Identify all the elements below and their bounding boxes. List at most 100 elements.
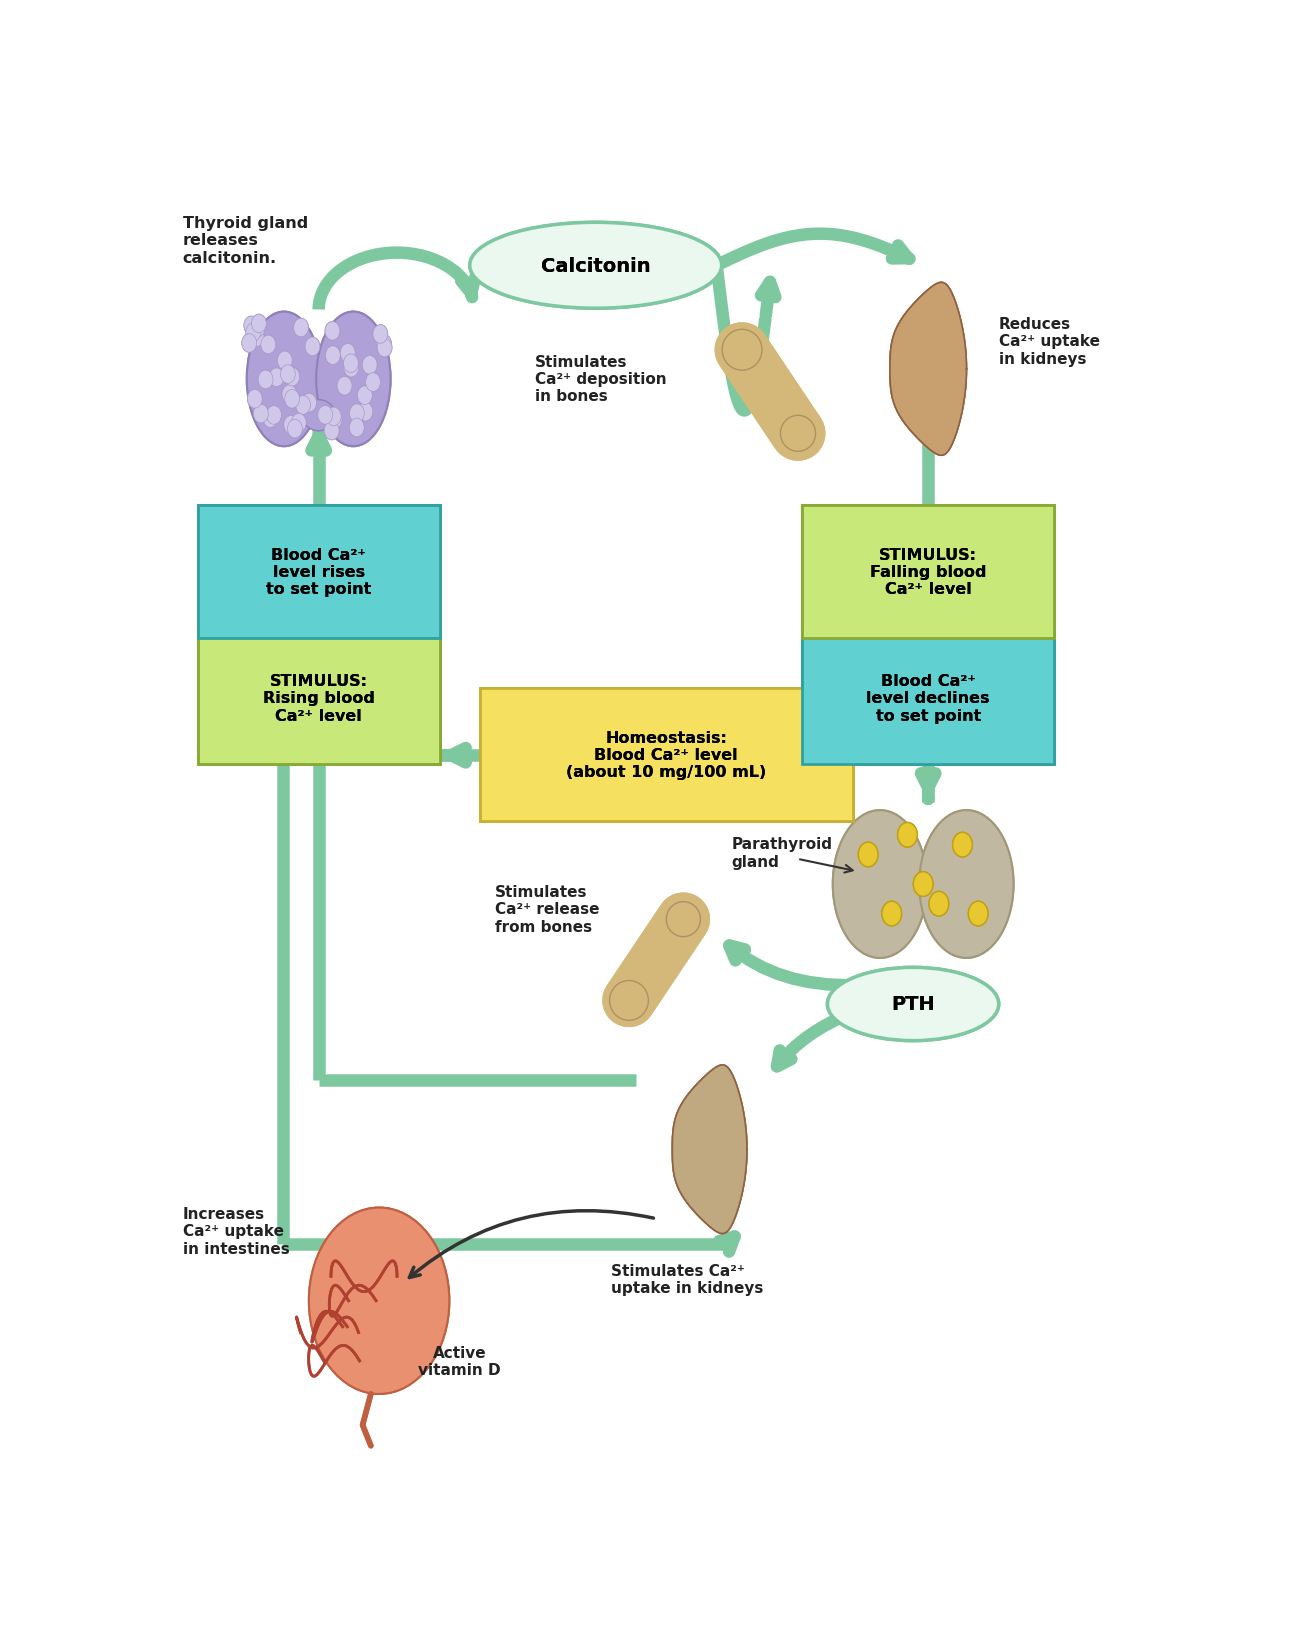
- Circle shape: [281, 365, 295, 384]
- Text: Blood Ca²⁺
level declines
to set point: Blood Ca²⁺ level declines to set point: [866, 674, 991, 723]
- Circle shape: [294, 320, 308, 338]
- Circle shape: [377, 336, 391, 354]
- Circle shape: [283, 367, 299, 387]
- Ellipse shape: [968, 901, 988, 926]
- Text: Parathyroid
gland: Parathyroid gland: [732, 838, 833, 869]
- Circle shape: [281, 365, 295, 384]
- Circle shape: [350, 420, 364, 438]
- Circle shape: [266, 406, 281, 425]
- Circle shape: [283, 416, 299, 434]
- Circle shape: [358, 387, 372, 405]
- Circle shape: [325, 323, 339, 341]
- Circle shape: [277, 352, 292, 370]
- Circle shape: [343, 354, 359, 374]
- Ellipse shape: [722, 329, 762, 370]
- Text: STIMULUS:
Falling blood
Ca²⁺ level: STIMULUS: Falling blood Ca²⁺ level: [870, 547, 987, 597]
- Circle shape: [373, 326, 387, 344]
- Circle shape: [254, 405, 268, 423]
- Circle shape: [287, 420, 303, 439]
- Circle shape: [317, 406, 333, 425]
- Circle shape: [365, 374, 381, 392]
- Ellipse shape: [827, 967, 998, 1041]
- Text: Blood Ca²⁺
level rises
to set point: Blood Ca²⁺ level rises to set point: [266, 547, 372, 597]
- Text: Calcitonin: Calcitonin: [541, 257, 650, 275]
- FancyBboxPatch shape: [198, 633, 439, 764]
- Circle shape: [244, 316, 259, 336]
- Ellipse shape: [919, 811, 1014, 959]
- FancyBboxPatch shape: [802, 633, 1054, 764]
- Text: STIMULUS:
Rising blood
Ca²⁺ level: STIMULUS: Rising blood Ca²⁺ level: [263, 674, 374, 723]
- Ellipse shape: [309, 1208, 450, 1395]
- Circle shape: [343, 354, 359, 374]
- Circle shape: [326, 408, 341, 426]
- Ellipse shape: [667, 901, 701, 938]
- Circle shape: [247, 390, 263, 408]
- Ellipse shape: [858, 842, 878, 867]
- FancyBboxPatch shape: [480, 688, 853, 821]
- Circle shape: [242, 334, 256, 352]
- Ellipse shape: [930, 892, 949, 916]
- Circle shape: [291, 415, 307, 433]
- FancyBboxPatch shape: [198, 506, 439, 638]
- Ellipse shape: [968, 901, 988, 926]
- Circle shape: [291, 415, 307, 433]
- Text: Increases
Ca²⁺ uptake
in intestines: Increases Ca²⁺ uptake in intestines: [182, 1206, 290, 1255]
- Ellipse shape: [247, 313, 321, 447]
- Circle shape: [261, 336, 276, 354]
- Circle shape: [377, 339, 393, 357]
- Circle shape: [242, 334, 256, 352]
- Ellipse shape: [897, 823, 918, 847]
- Ellipse shape: [610, 980, 649, 1021]
- Circle shape: [365, 374, 381, 392]
- Circle shape: [277, 352, 292, 370]
- Circle shape: [250, 329, 264, 347]
- Circle shape: [259, 370, 273, 390]
- FancyBboxPatch shape: [802, 633, 1054, 764]
- Circle shape: [373, 326, 387, 344]
- Text: Homeostasis:
Blood Ca²⁺ level
(about 10 mg/100 mL): Homeostasis: Blood Ca²⁺ level (about 10 …: [566, 731, 767, 780]
- Circle shape: [247, 390, 263, 408]
- Circle shape: [324, 421, 339, 441]
- Circle shape: [325, 347, 341, 365]
- Circle shape: [282, 385, 296, 405]
- Ellipse shape: [316, 313, 390, 447]
- Text: Reduces
Ca²⁺ uptake
in kidneys: Reduces Ca²⁺ uptake in kidneys: [998, 316, 1100, 367]
- Circle shape: [306, 338, 320, 357]
- Polygon shape: [891, 284, 966, 456]
- Circle shape: [295, 397, 311, 415]
- Ellipse shape: [302, 400, 335, 431]
- Circle shape: [341, 344, 355, 362]
- Circle shape: [285, 390, 299, 408]
- Circle shape: [263, 410, 278, 428]
- Ellipse shape: [309, 1208, 450, 1395]
- Circle shape: [325, 323, 339, 341]
- Circle shape: [263, 410, 278, 428]
- Ellipse shape: [953, 833, 972, 857]
- Circle shape: [251, 315, 266, 334]
- Ellipse shape: [858, 842, 878, 867]
- Circle shape: [294, 320, 308, 338]
- Circle shape: [350, 405, 364, 423]
- FancyBboxPatch shape: [198, 633, 439, 764]
- Ellipse shape: [667, 901, 701, 938]
- Circle shape: [250, 320, 265, 338]
- Circle shape: [363, 356, 377, 375]
- Circle shape: [302, 393, 316, 413]
- Ellipse shape: [919, 811, 1014, 959]
- Text: STIMULUS:
Rising blood
Ca²⁺ level: STIMULUS: Rising blood Ca²⁺ level: [263, 674, 374, 723]
- FancyBboxPatch shape: [198, 506, 439, 638]
- Circle shape: [269, 369, 283, 387]
- Circle shape: [326, 411, 342, 429]
- Ellipse shape: [881, 901, 902, 926]
- Circle shape: [266, 406, 281, 425]
- Polygon shape: [891, 284, 966, 456]
- Ellipse shape: [316, 313, 390, 447]
- Ellipse shape: [833, 811, 927, 959]
- Text: Calcitonin: Calcitonin: [541, 257, 650, 275]
- FancyBboxPatch shape: [802, 506, 1054, 638]
- FancyBboxPatch shape: [480, 688, 853, 821]
- Polygon shape: [672, 1065, 748, 1234]
- Text: Active
vitamin D: Active vitamin D: [419, 1346, 500, 1377]
- Circle shape: [377, 336, 391, 354]
- Circle shape: [254, 405, 268, 423]
